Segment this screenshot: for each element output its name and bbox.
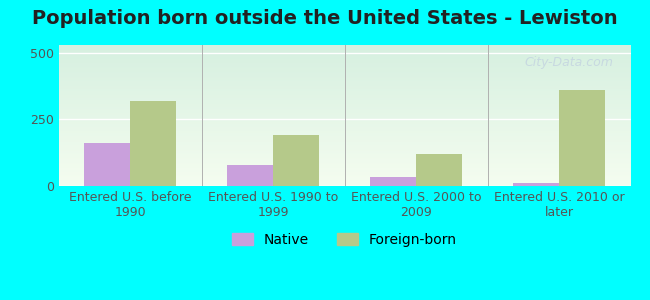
Bar — [227, 165, 273, 186]
Text: City-Data.com: City-Data.com — [525, 56, 614, 69]
Bar — [130, 101, 176, 186]
Bar — [514, 183, 559, 186]
Bar — [84, 143, 130, 186]
Bar — [370, 177, 416, 186]
Legend: Native, Foreign-born: Native, Foreign-born — [227, 227, 462, 252]
Bar — [273, 136, 318, 186]
Bar — [416, 154, 462, 186]
Bar — [559, 90, 604, 186]
Text: Population born outside the United States - Lewiston: Population born outside the United State… — [32, 9, 617, 28]
